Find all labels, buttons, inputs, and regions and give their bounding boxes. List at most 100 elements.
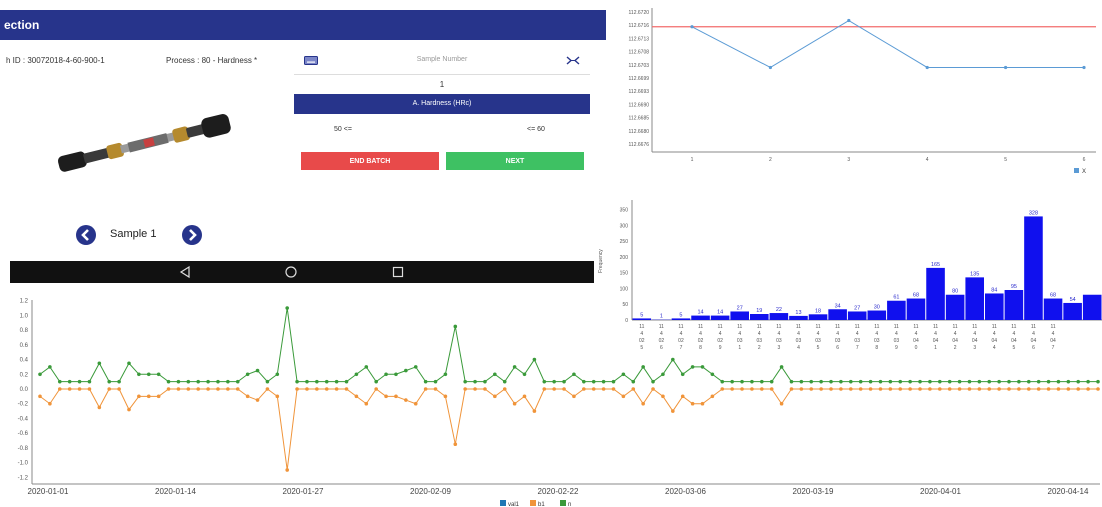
recent-square-icon[interactable]: [391, 265, 405, 279]
previous-sample-button[interactable]: [76, 225, 96, 245]
time-legend-label: n: [568, 502, 571, 507]
time-data-point: [819, 379, 823, 384]
time-legend-swatch: [530, 500, 536, 506]
histogram-bar: [828, 309, 847, 320]
time-data-point: [522, 372, 527, 377]
sample-number-value: 1: [439, 80, 445, 89]
control-x-tick-label: 1: [691, 157, 694, 163]
time-data-point: [671, 357, 675, 362]
time-data-point: [285, 468, 289, 472]
time-data-point: [374, 379, 378, 384]
histogram-x-tick-label: 11 4 04 6: [1031, 324, 1037, 351]
histogram-value-label: 165: [931, 262, 940, 268]
time-data-point: [849, 387, 853, 391]
time-data-point: [631, 379, 636, 384]
control-chart-axes: 112.6720 112.6716 112.6713 112.6708 112.6703…: [629, 8, 1096, 175]
time-data-point: [48, 401, 52, 406]
time-data-point: [265, 387, 270, 391]
time-data-point: [888, 379, 893, 384]
histogram-y-tick-label: 50: [622, 302, 628, 308]
histogram-axes: Frequency 0 50 100 150 200 250 300 350 11 4 02 5 11 4 0…: [598, 200, 1102, 351]
time-data-point: [582, 379, 586, 384]
time-data-point: [680, 372, 685, 377]
time-data-point: [611, 387, 616, 391]
histogram-bar: [985, 293, 1004, 320]
time-data-point: [1036, 379, 1041, 384]
next-sample-button[interactable]: [182, 225, 202, 245]
time-data-point: [483, 379, 487, 384]
time-x-tick-label: 2020-03-19: [793, 487, 834, 496]
time-data-point: [473, 379, 477, 384]
histogram-value-label: 27: [737, 305, 743, 311]
time-data-point: [324, 387, 329, 391]
time-data-point: [1056, 387, 1061, 391]
histogram-x-tick-label: 11 4 04 0: [913, 324, 919, 351]
time-data-point: [1046, 379, 1051, 384]
time-data-point: [107, 379, 112, 384]
time-data-point: [1076, 379, 1081, 384]
time-data-point: [493, 372, 497, 377]
time-data-point: [562, 387, 566, 391]
home-circle-icon[interactable]: [284, 265, 298, 279]
histogram-bar: [750, 314, 769, 320]
histogram-bar: [789, 315, 808, 320]
time-data-point: [77, 387, 82, 391]
time-x-tick-label: 2020-01-01: [28, 487, 69, 496]
time-data-point: [720, 387, 725, 391]
time-data-point: [295, 387, 299, 391]
control-y-tick-label: 112.6680: [629, 129, 650, 135]
time-data-point: [898, 379, 903, 384]
time-x-tick-label: 2020-02-22: [538, 487, 579, 496]
time-x-tick-label: 2020-04-01: [920, 487, 961, 496]
time-data-point: [216, 379, 220, 384]
histogram-y-tick-label: 300: [620, 223, 629, 229]
time-data-point: [87, 387, 92, 391]
histogram-value-label: 328: [1029, 210, 1038, 216]
time-data-point: [512, 401, 517, 406]
time-data-point: [572, 372, 576, 377]
time-data-point: [928, 379, 932, 384]
time-data-point: [750, 387, 754, 391]
time-data-point: [690, 365, 695, 369]
time-data-point: [1086, 387, 1090, 391]
histogram-bar: [808, 314, 828, 320]
sample-number-field[interactable]: Sample Number: [294, 48, 590, 75]
control-y-tick-label: 112.6720: [629, 10, 650, 16]
next-button[interactable]: NEXT: [446, 152, 584, 170]
time-data-point: [997, 387, 1001, 391]
time-data-point: [206, 379, 210, 384]
time-data-point: [601, 387, 606, 391]
time-chart-legend: val1 b1 n: [500, 500, 571, 507]
time-data-point: [1026, 379, 1031, 384]
time-data-point: [463, 387, 467, 391]
time-data-point: [305, 379, 309, 384]
time-data-point: [404, 368, 408, 373]
control-x-tick-label: 2: [769, 157, 772, 163]
time-data-point: [651, 387, 655, 391]
time-data-point: [334, 379, 339, 384]
time-data-point: [216, 387, 220, 391]
time-data-point: [928, 387, 932, 391]
keyboard-icon[interactable]: [304, 56, 318, 65]
time-data-point: [235, 379, 240, 384]
time-data-point: [305, 387, 309, 391]
time-data-point: [364, 401, 369, 406]
expand-icon[interactable]: [566, 56, 580, 65]
end-batch-button[interactable]: END BATCH: [301, 152, 439, 170]
process-label: Process : 80 - Hardness *: [166, 56, 258, 65]
time-data-point: [710, 372, 715, 377]
control-x-tick-label: 3: [847, 157, 850, 163]
time-data-point: [344, 387, 349, 391]
time-data-point: [582, 387, 586, 391]
time-data-point: [463, 379, 467, 384]
time-data-point: [127, 407, 131, 412]
time-y-tick-label: 1.2: [20, 299, 29, 305]
time-data-point: [146, 372, 151, 377]
time-y-tick-label: 0.4: [20, 358, 29, 364]
product-image: [57, 114, 231, 172]
time-data-point: [671, 409, 675, 413]
histogram-x-tick-label: 11 4 04 4: [992, 324, 998, 351]
histogram-bar: [1082, 294, 1102, 320]
histogram-value-label: 14: [697, 310, 703, 316]
back-triangle-icon[interactable]: [178, 265, 192, 279]
